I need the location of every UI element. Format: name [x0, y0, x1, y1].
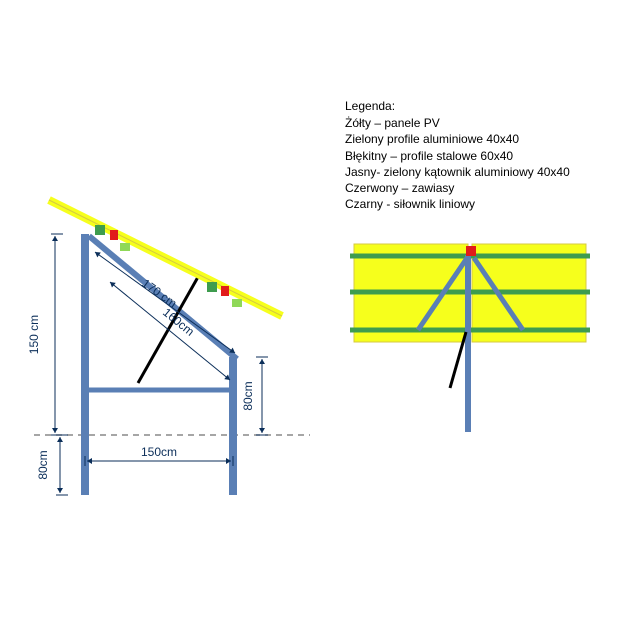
diagram-canvas: Legenda: Żółty – panele PV Zielony profi…	[0, 0, 640, 640]
svg-text:80cm: 80cm	[241, 381, 255, 410]
svg-text:150 cm: 150 cm	[27, 315, 41, 354]
svg-text:170 cm: 170 cm	[139, 276, 179, 310]
diagram-svg: 150 cm80cm80cm150cm170 cm160cm	[0, 0, 640, 640]
svg-text:150cm: 150cm	[141, 445, 177, 459]
svg-text:80cm: 80cm	[36, 450, 50, 479]
